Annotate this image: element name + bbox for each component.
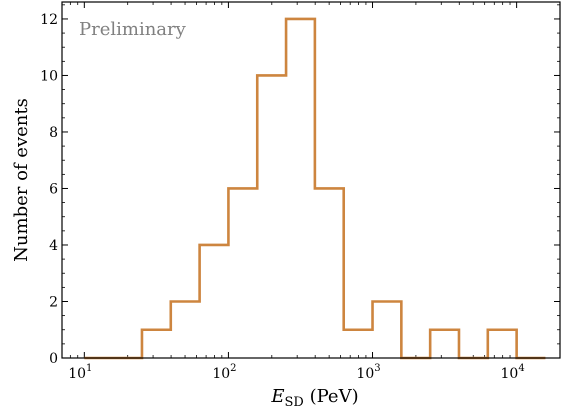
- x-axis-label: ESD (PeV): [270, 386, 358, 410]
- y-tick-label: 0: [49, 351, 58, 367]
- histogram-bin: [142, 330, 171, 358]
- histogram-bin: [257, 75, 286, 358]
- x-axis-label-symbol: E: [270, 386, 284, 407]
- histogram-bin: [373, 301, 402, 358]
- histogram-bin: [315, 188, 344, 358]
- y-tick-label: 4: [49, 238, 58, 254]
- y-tick-label: 12: [40, 12, 58, 28]
- y-tick-label: 8: [49, 125, 58, 141]
- histogram-bin: [228, 188, 257, 358]
- x-tick-label: 104: [501, 363, 525, 382]
- preliminary-annotation: Preliminary: [79, 19, 187, 40]
- x-tick-label: 102: [212, 363, 236, 382]
- histogram-bin: [430, 330, 459, 358]
- x-tick-label: 101: [68, 363, 92, 382]
- x-axis-label-subscript: SD: [285, 395, 304, 410]
- y-tick-label: 6: [49, 181, 58, 197]
- y-axis-label: Number of events: [11, 98, 32, 262]
- histogram-bin: [488, 330, 517, 358]
- x-tick-label: 103: [356, 363, 380, 382]
- bars-layer: [84, 19, 545, 358]
- histogram-bin: [286, 19, 315, 358]
- x-axis-label-unit: (PeV): [304, 386, 359, 407]
- histogram-bin: [344, 330, 373, 358]
- y-tick-label: 10: [40, 68, 58, 84]
- histogram-bin: [171, 301, 200, 358]
- y-tick-label: 2: [49, 294, 58, 310]
- histogram-bin: [200, 245, 229, 358]
